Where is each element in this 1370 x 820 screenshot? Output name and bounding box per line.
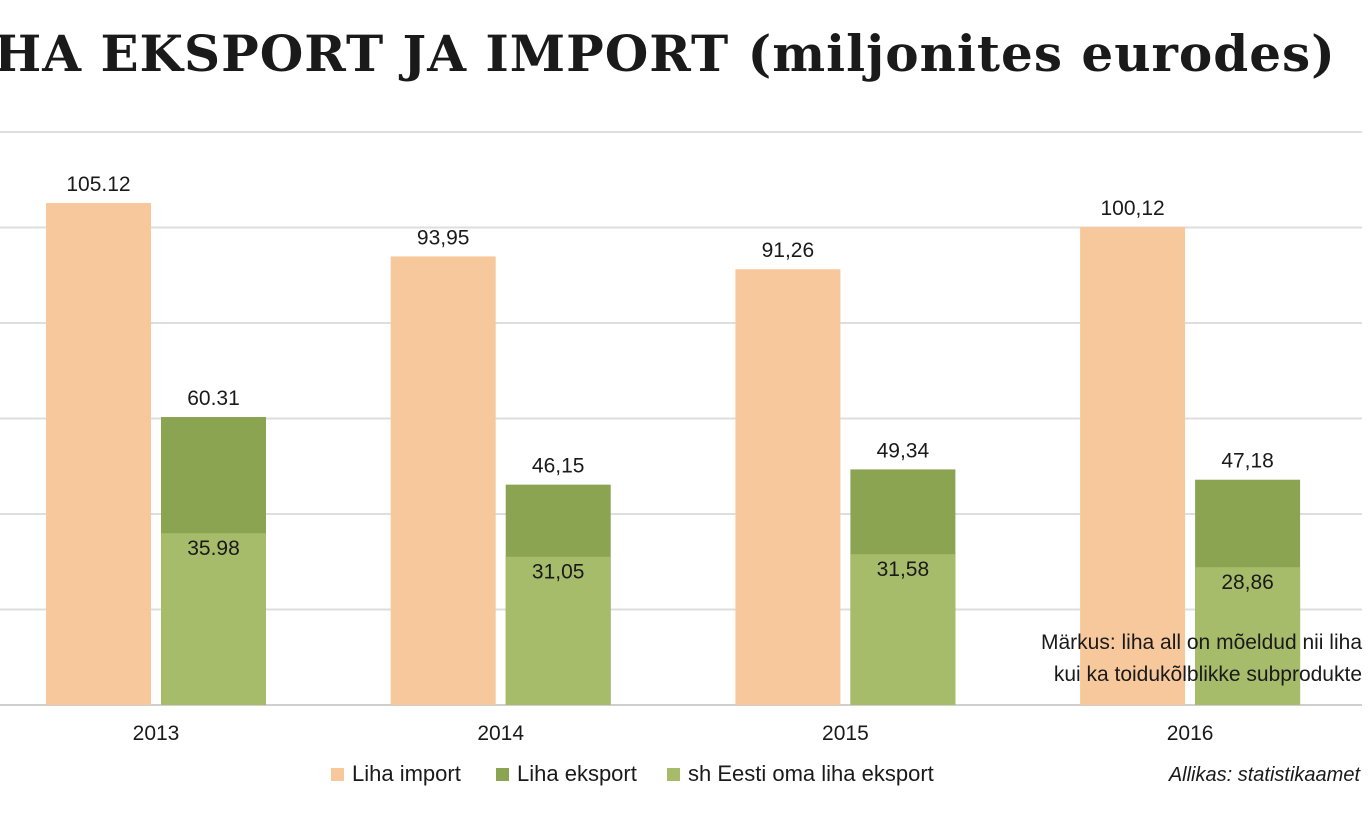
bars — [46, 203, 1301, 705]
note-line-2: kui ka toidukõlblikke subprodukte — [1053, 663, 1362, 686]
chart-note: Märkus: liha all on mõeldud nii liha kui… — [1041, 627, 1362, 691]
bar-domestic-export-2013 — [161, 533, 266, 705]
bar-domestic-export-2014 — [505, 556, 611, 705]
legend-swatch-domestic-export — [667, 767, 680, 781]
data-labels: 105.12 60.31 35.98 93,95 46,15 31,05 91,26 49,3… — [66, 173, 1273, 594]
legend-swatch-import — [331, 767, 344, 781]
label-import-2015: 91,26 — [762, 239, 815, 262]
bar-chart: 105.12 60.31 35.98 93,95 46,15 31,05 91,26 49,3… — [0, 131, 1362, 745]
label-domestic-export-2014: 31,05 — [532, 561, 585, 584]
label-export-2014: 46,15 — [532, 455, 585, 478]
label-export-2015: 49,34 — [877, 439, 930, 462]
label-domestic-export-2015: 31,58 — [877, 558, 930, 581]
legend-swatch-export — [496, 767, 509, 781]
label-import-2013: 105.12 — [66, 173, 130, 196]
label-domestic-export-2013: 35.98 — [187, 537, 240, 560]
legend-item-domestic-export: sh Eesti oma liha eksport — [667, 761, 934, 787]
legend-label-export: Liha eksport — [517, 761, 637, 786]
bar-import-2014 — [390, 256, 496, 705]
x-tick-2016: 2016 — [1167, 722, 1214, 745]
legend-label-domestic-export: sh Eesti oma liha eksport — [688, 761, 934, 786]
label-export-2016: 47,18 — [1221, 450, 1274, 473]
bar-import-2016 — [1080, 226, 1186, 705]
x-tick-2013: 2013 — [133, 722, 180, 745]
x-tick-2014: 2014 — [477, 722, 524, 745]
legend-label-import: Liha import — [352, 761, 461, 786]
label-export-2013: 60.31 — [187, 387, 240, 410]
x-tick-2015: 2015 — [822, 722, 869, 745]
source-credit: Allikas: statistikaamet — [1168, 764, 1360, 786]
legend: Liha import Liha eksport sh Eesti oma li… — [0, 761, 1370, 795]
bar-domestic-export-2015 — [850, 554, 956, 705]
x-tick-labels: 2013 2014 2015 2016 — [133, 722, 1214, 745]
legend-item-import: Liha import — [331, 761, 461, 787]
legend-item-export: Liha eksport — [496, 761, 637, 787]
chart-title: HA EKSPORT JA IMPORT (miljonites eurodes… — [0, 24, 1336, 83]
note-line-1: Märkus: liha all on mõeldud nii liha — [1041, 631, 1362, 654]
bar-domestic-export-2016 — [1195, 567, 1301, 705]
label-import-2014: 93,95 — [417, 226, 470, 249]
label-domestic-export-2016: 28,86 — [1221, 571, 1274, 594]
bar-import-2015 — [735, 269, 841, 705]
bar-import-2013 — [46, 203, 151, 705]
label-import-2016: 100,12 — [1100, 197, 1164, 220]
